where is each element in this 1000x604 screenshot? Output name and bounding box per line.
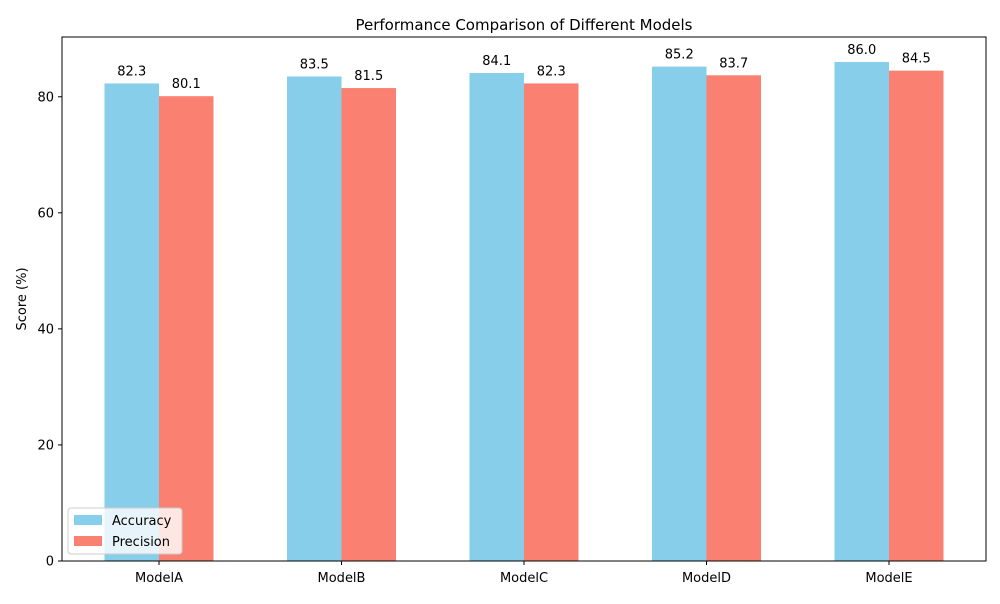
bar-precision-modela xyxy=(159,96,214,562)
bar-accuracy-modele xyxy=(834,61,889,561)
bar-precision-modeld xyxy=(706,75,761,561)
x-tick-label-modele: ModelE xyxy=(865,571,912,586)
bar-precision-modele xyxy=(889,70,944,561)
data-label-accuracy-modela: 82.3 xyxy=(117,64,146,79)
data-label-precision-modelc: 82.3 xyxy=(537,64,566,79)
data-label-accuracy-modelb: 83.5 xyxy=(300,57,329,72)
bar-precision-modelc xyxy=(524,83,579,561)
x-tick-label-modeld: ModelD xyxy=(682,571,731,586)
y-tick-label: 80 xyxy=(37,90,54,105)
y-tick-label: 20 xyxy=(37,438,54,453)
data-label-precision-modele: 84.5 xyxy=(902,52,931,67)
plot-area: 82.3 80.1 83.5 81.5 84.1 82.3 85.2 83.7 86.0 84.5… xyxy=(37,36,987,586)
legend: Accuracy Precision xyxy=(67,507,183,555)
x-tick-label-modelb: ModelB xyxy=(318,571,366,586)
bar-accuracy-modeld xyxy=(652,66,707,562)
data-label-precision-modeld: 83.7 xyxy=(719,56,748,71)
x-tick-label-modela: ModelA xyxy=(135,571,183,586)
bar-accuracy-modelb xyxy=(287,76,342,561)
data-label-accuracy-modele: 86.0 xyxy=(847,43,876,58)
chart-title: Performance Comparison of Different Mode… xyxy=(356,16,693,34)
legend-label-accuracy: Accuracy xyxy=(112,514,172,529)
bar-accuracy-modela xyxy=(104,83,159,561)
bar-precision-modelb xyxy=(341,88,396,561)
y-tick-label: 40 xyxy=(37,322,54,337)
data-label-accuracy-modeld: 85.2 xyxy=(665,48,694,63)
bar-accuracy-modelc xyxy=(469,72,524,562)
x-tick-label-modelc: ModelC xyxy=(500,571,548,586)
data-label-precision-modelb: 81.5 xyxy=(354,69,383,84)
legend-swatch-accuracy xyxy=(74,515,102,525)
y-tick-label: 0 xyxy=(46,555,54,570)
y-axis-label: Score (%) xyxy=(15,267,30,330)
data-label-accuracy-modelc: 84.1 xyxy=(482,54,511,69)
legend-swatch-precision xyxy=(74,536,102,546)
y-tick-label: 60 xyxy=(37,206,54,221)
data-label-precision-modela: 80.1 xyxy=(172,77,201,92)
legend-label-precision: Precision xyxy=(112,535,170,550)
